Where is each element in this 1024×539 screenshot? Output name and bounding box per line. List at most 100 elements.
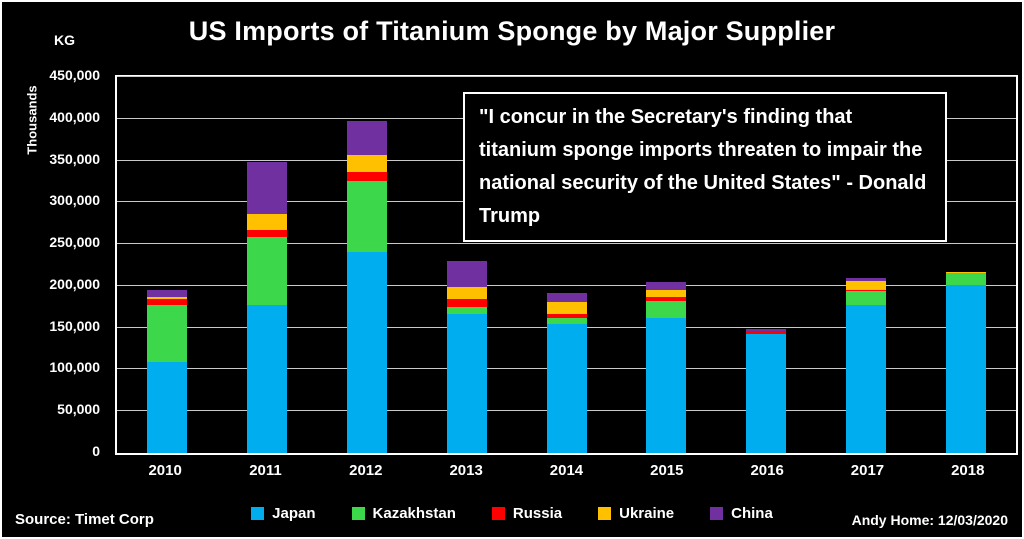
bar-segment-japan-2017 (846, 305, 887, 453)
x-axis-tick-2015: 2015 (650, 462, 684, 479)
chart-legend: Japan Kazakhstan Russia Ukraine China (2, 505, 1022, 522)
y-axis-tick: 300,000 (49, 192, 100, 209)
bar-segment-ukraine-2018 (946, 271, 987, 274)
y-axis-tick: 400,000 (49, 108, 100, 125)
y-axis-tick: 50,000 (57, 401, 100, 418)
source-note: Source: Timet Corp (15, 511, 154, 528)
legend-label: Japan (272, 505, 316, 522)
bar-stack-2010 (146, 290, 187, 453)
y-axis-tick: 250,000 (49, 234, 100, 251)
bar-segment-china-2015 (646, 281, 687, 291)
x-axis-tick-2013: 2013 (449, 462, 483, 479)
bar-segment-china-2017 (846, 278, 887, 281)
legend-label: Ukraine (619, 505, 675, 522)
bar-segment-china-2010 (146, 290, 187, 297)
bar-column-2011 (217, 77, 317, 453)
bar-segment-japan-2015 (646, 318, 687, 453)
bar-segment-russia-2010 (146, 299, 187, 306)
bar-stack-2016 (746, 328, 787, 453)
bar-column-2012 (317, 77, 417, 453)
bar-segment-ukraine-2015 (646, 290, 687, 297)
bar-column-2013 (417, 77, 517, 453)
bar-segment-china-2016 (746, 328, 787, 332)
bar-stack-2011 (246, 162, 287, 453)
y-axis-tick: 0 (92, 443, 100, 459)
bar-segment-kazakhstan-2014 (546, 317, 587, 325)
bar-stack-2017 (846, 278, 887, 453)
bar-stack-2013 (446, 260, 487, 453)
bar-segment-kazakhstan-2018 (946, 273, 987, 286)
x-axis-tick-labels: 2010 2011 2012 2013 2014 2015 2016 2017 2018 (115, 462, 1018, 479)
legend-label: Russia (512, 505, 563, 522)
legend-swatch-japan (251, 507, 265, 520)
x-axis-tick-2016: 2016 (750, 462, 784, 479)
bar-segment-russia-2013 (446, 299, 487, 307)
y-axis-unit-label: KG (54, 32, 75, 48)
bar-segment-russia-2011 (246, 229, 287, 238)
gridline (117, 243, 1016, 245)
legend-swatch-russia (491, 507, 505, 520)
bar-segment-russia-2014 (546, 314, 587, 318)
gridline (117, 76, 1016, 77)
bar-segment-kazakhstan-2015 (646, 300, 687, 319)
bar-segment-japan-2016 (746, 334, 787, 453)
bar-segment-kazakhstan-2010 (146, 305, 187, 362)
bar-segment-ukraine-2013 (446, 286, 487, 300)
bar-column-2016 (716, 77, 816, 453)
y-axis-tick: 150,000 (49, 317, 100, 334)
bar-column-2018 (916, 77, 1016, 453)
legend-swatch-kazakhstan (351, 507, 365, 520)
bar-segment-ukraine-2011 (246, 214, 287, 230)
bar-segment-ukraine-2010 (146, 296, 187, 300)
bar-stack-2014 (546, 292, 587, 453)
bar-segment-russia-2016 (746, 331, 787, 335)
legend-swatch-ukraine (598, 507, 612, 520)
x-axis-tick-2012: 2012 (349, 462, 383, 479)
bar-segment-kazakhstan-2013 (446, 306, 487, 315)
bar-column-2010 (117, 77, 217, 453)
credit-note: Andy Home: 12/03/2020 (851, 512, 1008, 528)
legend-item-kazakhstan: Kazakhstan (351, 505, 456, 522)
bar-segment-japan-2012 (346, 251, 387, 453)
bar-segment-china-2014 (546, 292, 587, 302)
bar-stack-2018 (946, 271, 987, 453)
bar-segment-china-2013 (446, 260, 487, 287)
x-axis-tick-2017: 2017 (850, 462, 885, 479)
x-axis-tick-2018: 2018 (951, 462, 985, 479)
legend-label: Kazakhstan (372, 505, 456, 522)
bar-segment-japan-2013 (446, 314, 487, 453)
bar-segment-kazakhstan-2011 (246, 237, 287, 306)
annotation-quote-box: "I concur in the Secretary's finding tha… (463, 92, 947, 242)
bar-segment-ukraine-2014 (546, 301, 587, 315)
chart-title: US Imports of Titanium Sponge by Major S… (188, 16, 836, 46)
legend-label: China (731, 505, 773, 522)
bar-segment-russia-2017 (846, 290, 887, 291)
legend-item-japan: Japan (251, 505, 316, 522)
bar-column-2014 (517, 77, 617, 453)
legend-item-russia: Russia (491, 505, 563, 522)
bar-segment-japan-2011 (246, 305, 287, 453)
legend-item-ukraine: Ukraine (598, 505, 674, 522)
x-axis-tick-2010: 2010 (148, 462, 182, 479)
bar-column-2015 (616, 77, 716, 453)
bar-segment-russia-2012 (346, 172, 387, 181)
bar-segment-russia-2015 (646, 296, 687, 301)
bar-stack-2012 (346, 121, 387, 453)
bar-segment-china-2012 (346, 121, 387, 155)
bar-segment-japan-2014 (546, 324, 587, 453)
x-axis-tick-2014: 2014 (549, 462, 584, 479)
y-axis-tick: 100,000 (49, 359, 100, 376)
legend-item-china: China (710, 505, 773, 522)
bar-segment-china-2011 (246, 162, 287, 215)
bar-segment-japan-2018 (946, 285, 987, 453)
legend-swatch-china (710, 507, 724, 520)
bar-stack-2015 (646, 281, 687, 453)
bar-segment-ukraine-2012 (346, 154, 387, 173)
y-axis-tick: 350,000 (49, 150, 100, 167)
gridline (117, 284, 1016, 286)
bar-segment-japan-2010 (146, 361, 187, 453)
y-axis-tick-labels: 0 50,000 100,000 150,000 200,000 250,000 300,0… (2, 67, 106, 459)
bar-segment-ukraine-2017 (846, 280, 887, 291)
x-axis-tick-2011: 2011 (249, 462, 282, 479)
